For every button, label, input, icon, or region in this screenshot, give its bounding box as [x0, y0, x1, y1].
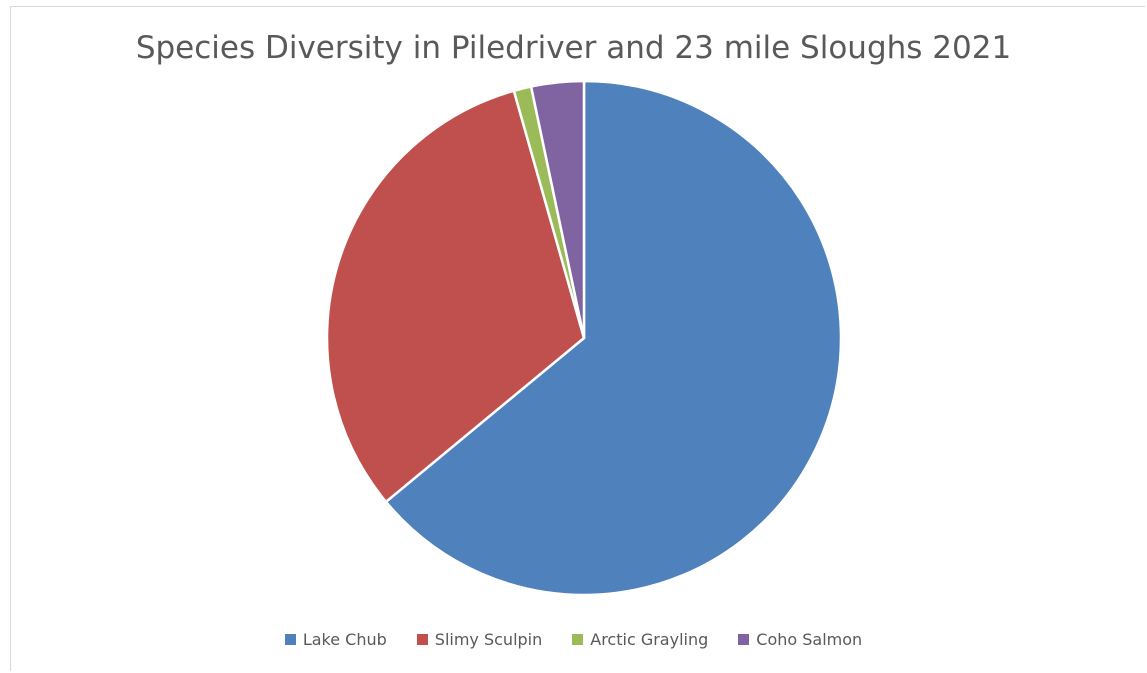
pie-slice-lake-chub — [384, 79, 843, 597]
legend-item-slimy-sculpin: Slimy Sculpin — [416, 630, 543, 649]
legend-swatch — [284, 634, 296, 645]
legend-item-coho-salmon: Coho Salmon — [738, 630, 862, 649]
legend-swatch — [572, 634, 584, 645]
pie-slice-coho-salmon — [529, 79, 586, 339]
legend: Lake Chub Slimy Sculpin Arctic Grayling Coh… — [0, 630, 1147, 649]
chart-area — [10, 6, 1145, 671]
legend-swatch — [738, 634, 750, 645]
chart-title: Species Diversity in Piledriver and 23 m… — [135, 30, 1012, 66]
pie-slice-slimy-sculpin — [325, 89, 586, 504]
legend-label: Arctic Grayling — [590, 630, 709, 649]
legend-label: Lake Chub — [302, 630, 387, 649]
legend-swatch — [416, 634, 428, 645]
legend-label: Slimy Sculpin — [434, 630, 543, 649]
legend-item-lake-chub: Lake Chub — [284, 630, 387, 649]
legend-item-arctic-grayling: Arctic Grayling — [572, 630, 708, 649]
legend-label: Coho Salmon — [756, 630, 863, 649]
